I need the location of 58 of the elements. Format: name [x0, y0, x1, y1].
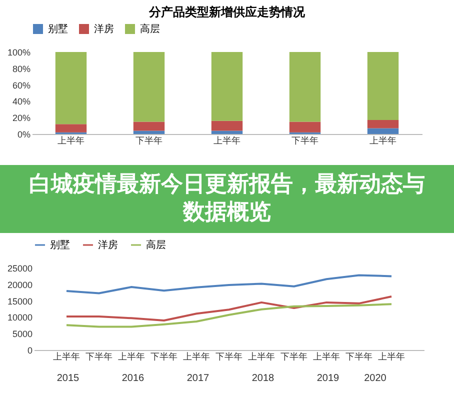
bar [133, 130, 165, 134]
line-series [66, 274, 392, 294]
chart-title: 分产品类型新增供应走势情况 [148, 5, 306, 19]
x-tick-label: 下半年 [150, 352, 178, 362]
text: 2019 [316, 373, 340, 384]
legend-label: 高层 [140, 23, 160, 35]
x-tick-label: 上半年 [58, 136, 84, 146]
text: 2016 [122, 373, 145, 384]
x-tick-label: 下半年 [86, 352, 112, 362]
legend-label: 高层 [146, 239, 166, 251]
x-tick-label: 下半年 [292, 136, 318, 146]
line-series [66, 296, 392, 322]
bar [211, 52, 243, 121]
bar [367, 52, 399, 120]
x-tick-label: 上半年 [53, 352, 80, 362]
x-tick-label: 上半年 [118, 352, 145, 362]
x-tick-label: 下半年 [346, 352, 372, 362]
legend-label: 别墅 [48, 24, 68, 35]
y-tick-label: 20000 [7, 280, 32, 290]
text: 2020 [364, 373, 387, 384]
y-tick-label: 25000 [7, 264, 32, 274]
y-tick-label: 80% [12, 64, 30, 74]
bar [133, 52, 165, 122]
bar [133, 122, 165, 131]
x-tick-label: 下半年 [280, 352, 308, 362]
y-tick-label: 5000 [12, 329, 32, 340]
y-tick-label: 40% [12, 96, 30, 107]
bar [55, 124, 87, 132]
legend-label: 洋房 [94, 23, 114, 35]
x-tick-label: 下半年 [136, 136, 162, 146]
x-tick-label: 上半年 [214, 136, 240, 146]
y-tick-label: 20% [12, 113, 30, 124]
bar [289, 52, 321, 122]
bar [289, 122, 321, 132]
bar [211, 130, 243, 134]
legend-label: 洋房 [98, 239, 118, 251]
bar [367, 120, 399, 128]
text: 白城疫情最新今日更新报告，最新动态与数据概览 [0, 165, 454, 233]
text: 2017 [186, 373, 210, 384]
x-tick-label: 上半年 [313, 352, 340, 362]
y-tick-label: 100% [7, 48, 30, 58]
y-tick-label: 15000 [7, 296, 32, 306]
y-tick-label: 10000 [7, 312, 32, 323]
line-series [66, 303, 392, 328]
y-tick-label: 60% [12, 80, 30, 90]
bar [55, 52, 87, 124]
legend-label: 别墅 [50, 240, 70, 251]
y-tick-label: 0% [17, 130, 30, 140]
bar [367, 128, 399, 134]
x-tick-label: 上半年 [378, 352, 405, 362]
y-tick-label: 0 [27, 346, 32, 356]
x-tick-label: 上半年 [183, 352, 210, 362]
x-tick-label: 下半年 [216, 352, 242, 362]
text: 2018 [252, 373, 275, 384]
x-tick-label: 上半年 [248, 352, 275, 362]
text: 2015 [56, 373, 80, 384]
bar [211, 120, 243, 131]
x-tick-label: 上半年 [370, 136, 396, 146]
